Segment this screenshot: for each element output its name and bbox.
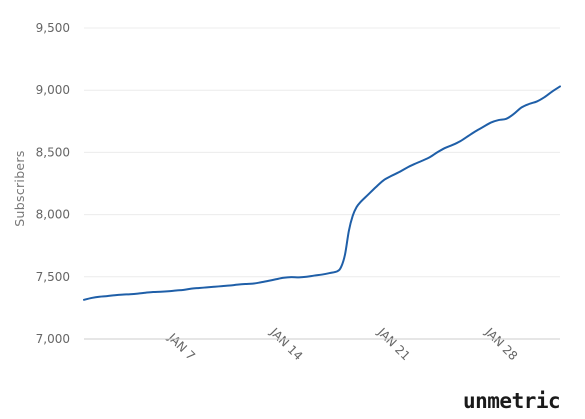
x-tick-label: JAN 28 — [482, 325, 521, 364]
y-tick-label: 9,500 — [36, 21, 70, 35]
x-tick-label: JAN 14 — [267, 325, 306, 364]
y-tick-label: 9,000 — [36, 83, 70, 97]
y-axis-ticks: 7,000 7,500 8,000 8,500 9,000 9,500 — [36, 21, 70, 346]
x-axis-ticks: JAN 7 JAN 14 JAN 21 JAN 28 — [165, 325, 521, 364]
x-tick-label: JAN 7 — [165, 330, 198, 363]
x-tick-label: JAN 21 — [374, 325, 413, 364]
unmetric-logo: unmetric — [463, 389, 560, 413]
y-axis-title: Subscribers — [12, 150, 27, 226]
y-tick-label: 8,000 — [36, 208, 70, 222]
y-tick-label: 8,500 — [36, 145, 70, 159]
y-tick-label: 7,000 — [36, 332, 70, 346]
y-tick-label: 7,500 — [36, 270, 70, 284]
series-layer — [83, 85, 561, 301]
subscribers-series-line — [83, 85, 561, 301]
